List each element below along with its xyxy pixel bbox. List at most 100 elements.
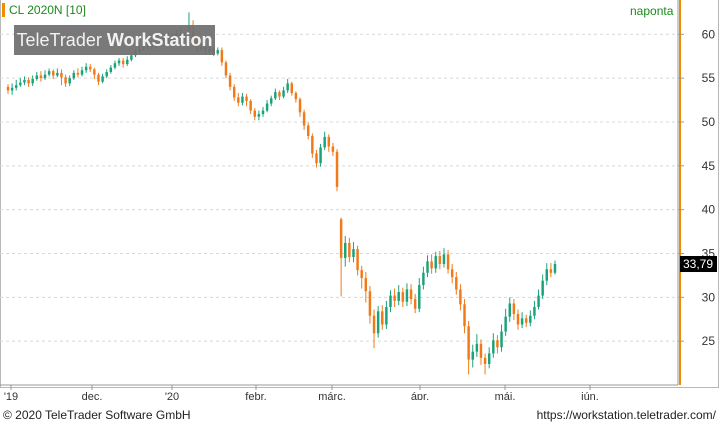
candle-body <box>113 63 117 68</box>
candle <box>265 100 269 113</box>
candle-body <box>356 249 359 271</box>
candle <box>35 72 39 81</box>
candle <box>274 88 277 101</box>
candle <box>397 285 400 306</box>
candle-body <box>430 261 433 269</box>
candle <box>418 278 421 313</box>
candle <box>72 70 76 80</box>
candle-body <box>372 315 376 334</box>
period-label[interactable]: naponta <box>630 4 674 18</box>
candle-body <box>126 59 129 65</box>
candle <box>257 110 261 121</box>
candle <box>319 143 322 167</box>
candle <box>64 74 67 87</box>
candle <box>335 149 339 192</box>
candle-body <box>72 72 76 79</box>
candle <box>467 320 470 375</box>
candle-body <box>282 90 285 97</box>
candle-body <box>101 76 104 82</box>
candle <box>19 78 22 87</box>
candle <box>302 109 306 130</box>
source-url[interactable]: https://workstation.teletrader.com/ <box>536 408 716 422</box>
watermark-product: WorkStation <box>106 30 213 50</box>
candle <box>376 306 380 338</box>
candle-body <box>327 136 331 147</box>
candle-body <box>10 87 14 91</box>
candle <box>109 64 113 74</box>
candle <box>434 251 437 273</box>
candle <box>409 284 413 305</box>
candle <box>516 309 520 330</box>
candle-body <box>545 269 549 281</box>
symbol-label[interactable]: CL 2020N [10] <box>2 3 86 17</box>
candle <box>459 284 462 311</box>
candle-body <box>306 125 310 137</box>
candle <box>232 84 236 101</box>
candlestick-series <box>6 12 557 375</box>
candle-body <box>14 85 18 88</box>
candle <box>228 72 232 91</box>
candle <box>405 283 409 307</box>
y-tick-label: 40 <box>702 203 716 217</box>
candle-body <box>512 303 516 314</box>
candle-body <box>130 55 133 60</box>
candle-body <box>105 72 108 77</box>
candle <box>471 344 474 368</box>
candle-body <box>549 269 553 273</box>
candle <box>89 64 92 73</box>
candle <box>245 93 248 107</box>
candle-body <box>524 318 528 323</box>
candle <box>216 47 219 56</box>
x-tick-labels: '19 dec. '20 febr. márc. ápr. máj. jún. <box>4 385 599 400</box>
candle <box>311 133 314 158</box>
candle <box>426 255 429 278</box>
candle-body <box>331 146 335 152</box>
candle-body <box>302 112 306 126</box>
candle <box>105 69 108 79</box>
candle-body <box>23 79 26 83</box>
candle <box>224 60 228 79</box>
candle <box>261 107 265 117</box>
candle-body <box>294 93 298 100</box>
candle <box>306 122 310 140</box>
candle-body <box>319 147 322 164</box>
candle-body <box>479 343 483 358</box>
candle-body <box>348 242 351 257</box>
candle <box>385 300 388 329</box>
candle <box>401 287 405 307</box>
candle-body <box>393 295 396 301</box>
copyright-text: © 2020 TeleTrader Software GmbH <box>3 408 191 422</box>
axes <box>0 0 681 386</box>
candle-body <box>228 75 232 87</box>
candle-body <box>376 311 380 334</box>
candle-body <box>311 136 314 154</box>
candle-body <box>364 278 368 292</box>
candle <box>121 57 125 68</box>
x-tick-label: dec. <box>82 391 103 400</box>
x-tick-label: ápr. <box>411 391 429 400</box>
candle-body <box>409 289 413 300</box>
y-tick-label: 30 <box>702 290 716 304</box>
candle-body <box>286 83 289 91</box>
candle-body <box>84 66 88 71</box>
candle <box>389 290 392 313</box>
candle <box>524 314 528 328</box>
candle <box>220 47 224 66</box>
candle <box>533 300 536 320</box>
x-tick-label: '20 <box>165 391 179 400</box>
candle <box>126 56 129 66</box>
candle-body <box>335 151 339 187</box>
candle <box>372 309 376 349</box>
candle <box>101 73 104 84</box>
grid-lines <box>0 33 678 342</box>
candle <box>364 271 368 303</box>
candle-body <box>352 249 355 257</box>
candle <box>500 324 503 352</box>
candle <box>68 75 71 87</box>
candle-body <box>483 357 487 364</box>
candle <box>483 353 487 375</box>
candle-body <box>80 70 84 75</box>
candle-body <box>6 86 10 91</box>
candle <box>422 266 425 290</box>
